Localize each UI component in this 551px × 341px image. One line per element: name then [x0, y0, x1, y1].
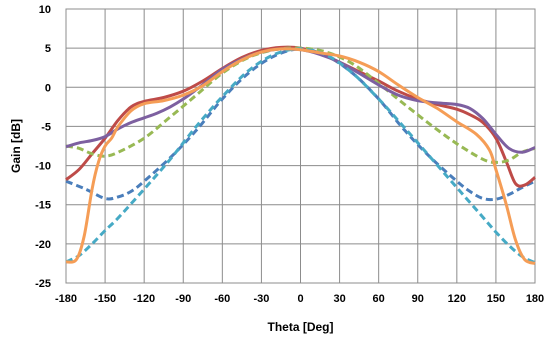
x-tick-label: 30: [333, 293, 345, 305]
x-tick-label: -90: [175, 293, 191, 305]
series-line-6: [65, 47, 536, 265]
y-tick-label: -20: [35, 239, 51, 251]
x-tick-label: -180: [55, 293, 77, 305]
y-tick-label: -15: [35, 200, 51, 212]
y-axis-tick-labels: -25 -20 -15 -10 -5 0 5 10: [35, 4, 51, 290]
y-tick-label: 5: [45, 43, 51, 55]
y-tick-label: 0: [45, 82, 51, 94]
series-layer: [65, 45, 536, 265]
y-axis-title: Gain [dB]: [9, 119, 23, 173]
x-tick-label: 180: [526, 293, 544, 305]
x-tick-label: -120: [133, 293, 155, 305]
x-tick-label: 60: [373, 293, 385, 305]
y-tick-label: -25: [35, 278, 51, 290]
x-tick-label: 150: [487, 293, 505, 305]
x-tick-label: 90: [412, 293, 424, 305]
y-tick-label: -10: [35, 161, 51, 173]
y-tick-label: -5: [41, 121, 51, 133]
x-tick-label: -30: [253, 293, 269, 305]
y-tick-label: 10: [39, 4, 51, 16]
x-tick-label: 120: [448, 293, 466, 305]
x-tick-label: -60: [214, 293, 230, 305]
x-tick-label: -150: [94, 293, 116, 305]
x-axis-tick-labels: -180 -150 -120 -90 -60 -30 0 30 60 90 120 150 180: [55, 293, 544, 305]
x-axis-title: Theta [Deg]: [268, 320, 334, 334]
x-tick-label: 0: [297, 293, 303, 305]
